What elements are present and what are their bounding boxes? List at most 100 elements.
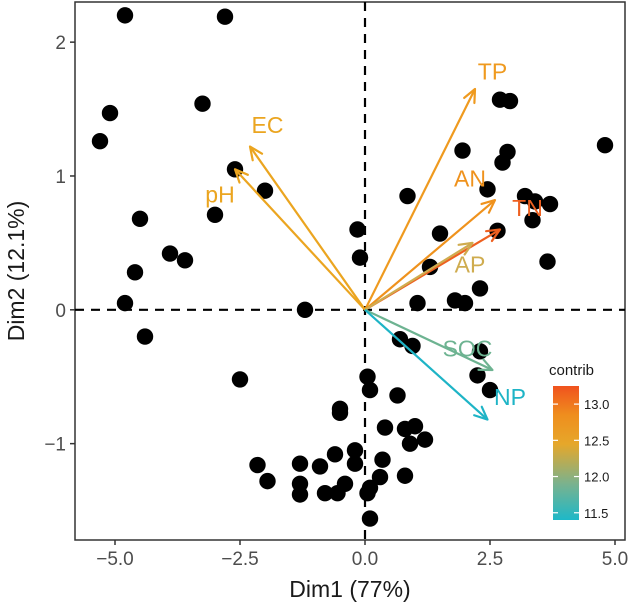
- data-point: [541, 195, 559, 213]
- data-point: [471, 343, 489, 360]
- data-point: [406, 418, 424, 435]
- data-point: [596, 136, 614, 154]
- data-point: [399, 187, 416, 205]
- data-point: [469, 367, 486, 384]
- plot-panel-border: [74, 1, 626, 541]
- data-point: [176, 252, 194, 269]
- data-point: [409, 294, 426, 312]
- data-point: [329, 484, 346, 502]
- legend-colorbar: [553, 386, 579, 520]
- arrow-shaft: [249, 145, 366, 311]
- data-point: [539, 253, 556, 270]
- arrow-head: [248, 145, 264, 162]
- data-point: [116, 294, 134, 312]
- legend-tick-label: 13.0: [584, 397, 609, 412]
- data-point: [396, 467, 414, 484]
- variable-label-np: NP: [494, 384, 526, 410]
- x-tick-label: −5.0: [96, 549, 134, 570]
- data-point: [359, 484, 376, 502]
- variable-label-soc: SOC: [443, 336, 493, 362]
- contrib-legend: contrib 13.0 12.5 12.0 11.5: [549, 362, 609, 521]
- x-tick-label: 0.0: [352, 549, 378, 570]
- arrow-head: [457, 241, 474, 256]
- data-point: [374, 451, 391, 468]
- data-point: [116, 7, 134, 24]
- arrow-tp: [364, 87, 477, 311]
- legend-title: contrib: [549, 362, 594, 379]
- data-point: [524, 211, 541, 229]
- data-point: [391, 331, 409, 348]
- variable-label-tn: TN: [512, 195, 543, 221]
- data-point: [389, 387, 406, 404]
- data-point: [101, 104, 119, 122]
- variable-label-tp: TP: [478, 59, 507, 85]
- variable-arrows: [233, 87, 502, 421]
- data-point: [526, 193, 544, 210]
- legend-tick-label: 12.5: [584, 433, 609, 448]
- arrow-shaft: [364, 308, 489, 421]
- data-point: [346, 442, 364, 459]
- data-point: [216, 8, 234, 25]
- data-point: [501, 92, 519, 110]
- data-point: [481, 381, 499, 399]
- arrow-shaft: [234, 168, 366, 311]
- data-point: [206, 206, 224, 223]
- arrow-head: [463, 87, 477, 105]
- data-point: [126, 264, 144, 281]
- arrow-ap: [364, 241, 474, 311]
- data-point: [131, 210, 149, 228]
- y-tick-label: −1: [44, 435, 66, 456]
- data-point: [311, 458, 329, 475]
- data-point: [361, 381, 379, 399]
- arrow-soc: [364, 308, 494, 372]
- arrow-ec: [248, 145, 366, 311]
- variable-label-ph: pH: [205, 182, 234, 208]
- legend-tick-label: 12.0: [584, 470, 609, 485]
- data-point: [231, 371, 249, 388]
- data-point: [291, 486, 309, 503]
- data-point: [291, 455, 309, 472]
- data-point: [194, 95, 211, 112]
- data-point: [249, 456, 266, 474]
- data-point: [331, 404, 349, 422]
- data-point: [136, 328, 154, 345]
- x-tick-label: −2.5: [221, 549, 259, 570]
- data-point: [416, 431, 434, 448]
- data-point: [456, 294, 474, 312]
- x-tick-label: 2.5: [477, 549, 503, 570]
- arrow-head: [473, 405, 489, 421]
- variable-label-ap: AP: [455, 251, 486, 277]
- data-point: [376, 419, 394, 436]
- observation-points: [91, 7, 614, 527]
- arrow-shaft: [364, 199, 496, 311]
- arrow-shaft: [364, 241, 474, 311]
- data-point: [454, 142, 471, 159]
- data-point: [161, 245, 179, 262]
- y-tick-label: 0: [55, 301, 66, 322]
- data-point: [256, 182, 274, 199]
- variable-label-ec: EC: [252, 112, 284, 138]
- data-point: [359, 368, 376, 385]
- x-axis-title: Dim1 (77%): [289, 576, 410, 602]
- data-point: [401, 435, 419, 452]
- data-point: [371, 468, 389, 486]
- arrow-head: [233, 168, 249, 184]
- data-point: [431, 225, 449, 242]
- y-tick-label: 1: [55, 167, 66, 188]
- data-point: [326, 446, 344, 463]
- arrow-head: [484, 228, 502, 243]
- data-point: [361, 510, 379, 527]
- data-point: [479, 181, 496, 198]
- x-tick-label: 5.0: [602, 549, 628, 570]
- arrow-an: [364, 198, 497, 311]
- arrow-shaft: [364, 88, 476, 311]
- y-tick-label: 2: [55, 33, 66, 54]
- data-point: [316, 484, 334, 502]
- arrow-head: [477, 358, 494, 372]
- data-point: [349, 221, 366, 238]
- variable-label-an: AN: [454, 166, 486, 192]
- arrow-head: [480, 198, 497, 214]
- arrow-np: [364, 308, 489, 421]
